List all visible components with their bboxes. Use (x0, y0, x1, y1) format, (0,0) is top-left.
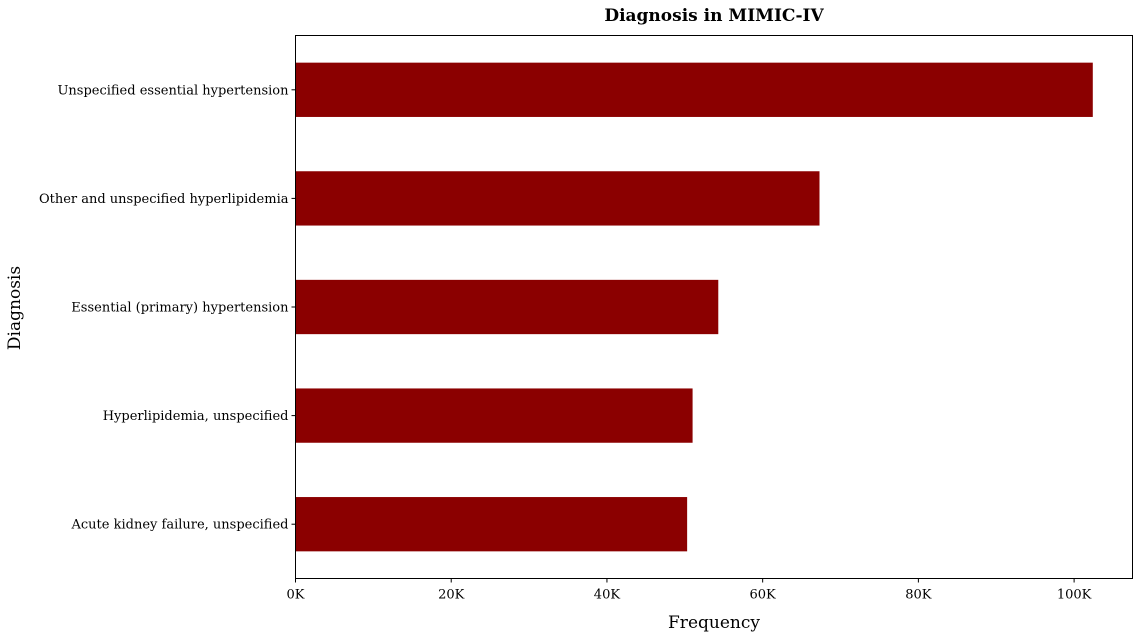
x-tick-label: 20K (438, 588, 465, 603)
y-tick-label: Essential (primary) hypertension (71, 301, 289, 316)
x-tick-label: 0K (287, 588, 305, 603)
y-tick-label: Acute kidney failure, unspecified (71, 518, 289, 533)
plot-frame (295, 35, 1133, 579)
bar-5 (295, 497, 688, 552)
bar-2 (295, 171, 820, 226)
x-axis-label: Frequency (668, 613, 760, 633)
bar-4 (295, 388, 693, 443)
bar-3 (295, 279, 719, 335)
x-tick-label: 60K (750, 588, 777, 603)
x-tick-label: 80K (905, 588, 932, 603)
y-tick-label: Other and unspecified hyperlipidemia (39, 192, 289, 207)
y-ticks-group: Unspecified essential hypertension Other … (39, 83, 296, 533)
x-tick-label: 40K (594, 588, 621, 603)
x-tick-label: 100K (1057, 588, 1092, 603)
bar-1 (295, 62, 1093, 117)
bars-group (295, 62, 1093, 552)
chart-title: Diagnosis in MIMIC-IV (604, 6, 824, 26)
y-axis-label: Diagnosis (5, 266, 25, 350)
x-ticks-group: 0K 20K 40K 60K 80K 100K (287, 578, 1092, 603)
y-tick-label: Hyperlipidemia, unspecified (103, 409, 289, 424)
y-tick-label: Unspecified essential hypertension (57, 83, 289, 98)
